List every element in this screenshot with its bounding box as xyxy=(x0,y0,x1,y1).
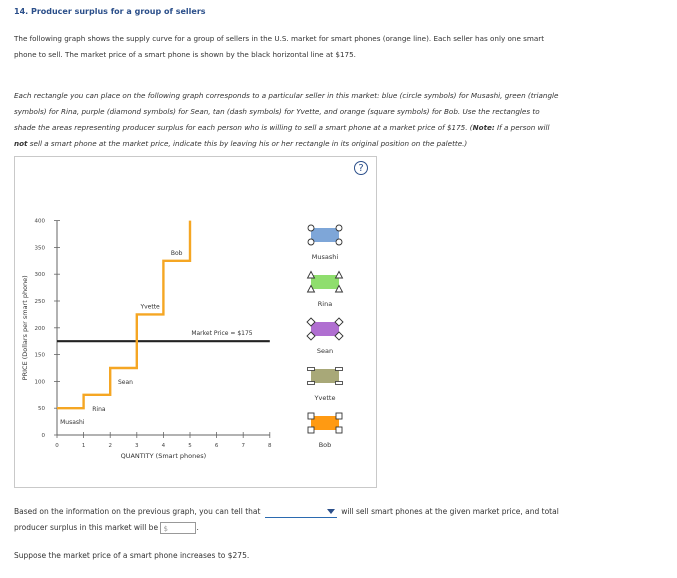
x-tick-label: 8 xyxy=(268,443,272,449)
instr-not: not xyxy=(14,139,28,148)
circle-icon xyxy=(307,224,315,232)
x-tick-label: 2 xyxy=(108,443,112,449)
producer-surplus-input[interactable]: $ xyxy=(160,522,197,534)
dash-icon xyxy=(335,381,343,385)
curve-label-sean: Sean xyxy=(118,379,133,386)
question-title: 14. Producer surplus for a group of sell… xyxy=(14,7,206,16)
diamond-icon xyxy=(334,317,344,327)
triangle-icon xyxy=(334,284,344,293)
diamond-icon xyxy=(306,331,316,341)
x-tick-label: 3 xyxy=(135,443,139,449)
curve-label-yvette: Yvette xyxy=(139,303,160,310)
x-axis-label: QUANTITY (Smart phones) xyxy=(121,452,207,460)
instr-line-2: symbols) for Rina, purple (diamond symbo… xyxy=(14,107,540,116)
sellers-dropdown[interactable] xyxy=(264,507,337,518)
instructions-paragraph: Each rectangle you can place on the foll… xyxy=(14,88,654,152)
palette-label-rina: Rina xyxy=(318,300,332,308)
palette-label-musashi: Musashi xyxy=(312,253,339,261)
y-tick-label: 0 xyxy=(42,433,46,439)
followup-text-d: . xyxy=(196,523,199,532)
palette-rect-rina xyxy=(311,275,339,289)
y-axis-label: PRICE (Dollars per smart phone) xyxy=(21,275,29,380)
palette-item-sean[interactable]: Sean xyxy=(306,317,344,355)
y-tick-label: 200 xyxy=(35,326,46,332)
supply-chart: 0 50 100 150 200 250 300 350 400 0 1 2 3 4 5 6 7 8 QUANTIT… xyxy=(21,219,344,460)
intro-line-2: phone to sell. The market price of a sma… xyxy=(14,50,356,59)
palette-item-musashi[interactable]: Musashi xyxy=(307,224,343,261)
palette-label-bob: Bob xyxy=(319,441,332,449)
intro-paragraph: The following graph shows the supply cur… xyxy=(14,31,654,63)
palette-rect-sean xyxy=(311,322,339,336)
y-tick-label: 50 xyxy=(38,406,45,412)
triangle-icon xyxy=(306,284,316,293)
circle-icon xyxy=(307,238,315,246)
y-tick-label: 350 xyxy=(35,245,46,251)
followup-text-c: producer surplus in this market will be xyxy=(14,523,159,532)
instr-line-3a: shade the areas representing producer su… xyxy=(14,123,473,132)
supply-curve xyxy=(57,220,192,410)
x-tick-label: 6 xyxy=(215,443,219,449)
palette-item-bob[interactable]: Bob xyxy=(307,412,343,449)
y-tick-label: 100 xyxy=(35,379,46,385)
circle-icon xyxy=(335,238,343,246)
palette-label-sean: Sean xyxy=(317,347,333,355)
palette-item-rina[interactable]: Rina xyxy=(306,270,344,309)
x-tick-label: 5 xyxy=(188,443,192,449)
market-price-label: Market Price = $175 xyxy=(191,330,252,337)
square-icon xyxy=(307,426,315,434)
followup-text-a: Based on the information on the previous… xyxy=(14,507,261,516)
followup-question: Based on the information on the previous… xyxy=(14,504,559,536)
instr-line-4: not sell a smart phone at the market pri… xyxy=(14,136,654,152)
y-tick-label: 250 xyxy=(35,299,46,305)
price-increase-text: Suppose the market price of a smart phon… xyxy=(14,551,250,560)
diamond-icon xyxy=(334,331,344,341)
instr-line-4-text: sell a smart phone at the market price, … xyxy=(27,139,468,148)
x-tick-label: 7 xyxy=(241,443,245,449)
y-tick-label: 400 xyxy=(35,219,46,225)
instr-line-3: shade the areas representing producer su… xyxy=(14,120,654,136)
square-icon xyxy=(307,412,315,420)
diamond-icon xyxy=(306,317,316,327)
x-tick-label: 0 xyxy=(55,443,59,449)
x-tick-label: 1 xyxy=(82,443,86,449)
dash-icon xyxy=(307,367,315,371)
palette-rect-musashi xyxy=(311,228,339,242)
dash-icon xyxy=(307,381,315,385)
chevron-down-icon xyxy=(326,508,335,514)
instr-line-3b: If a person will xyxy=(494,123,550,132)
curve-label-bob: Bob xyxy=(171,250,183,257)
x-tick-label: 4 xyxy=(162,443,166,449)
instr-note: Note: xyxy=(472,123,495,132)
followup-text-b: will sell smart phones at the given mark… xyxy=(341,507,559,516)
y-tick-label: 300 xyxy=(35,272,46,278)
triangle-icon xyxy=(306,270,316,279)
triangle-icon xyxy=(334,270,344,279)
square-icon xyxy=(335,412,343,420)
seller-palette: Musashi Rina Sean Yvette Bob xyxy=(306,224,344,449)
intro-line-1: The following graph shows the supply cur… xyxy=(14,34,545,43)
palette-rect-yvette xyxy=(311,369,339,383)
circle-icon xyxy=(335,224,343,232)
curve-label-musashi: Musashi xyxy=(60,419,85,426)
chart-axes: 0 50 100 150 200 250 300 350 400 0 1 2 3 4 5 6 7 8 QUANTIT… xyxy=(21,219,272,460)
palette-label-yvette: Yvette xyxy=(314,394,336,402)
instr-line-1: Each rectangle you can place on the foll… xyxy=(14,91,559,100)
y-tick-label: 150 xyxy=(35,353,46,359)
help-icon[interactable]: ? xyxy=(354,161,368,175)
dash-icon xyxy=(335,367,343,371)
square-icon xyxy=(335,426,343,434)
palette-rect-bob xyxy=(311,416,339,430)
curve-label-rina: Rina xyxy=(92,406,106,413)
palette-item-yvette[interactable]: Yvette xyxy=(307,367,343,403)
chart-marks: Market Price = $175 Musashi Rina Sean Yvette… xyxy=(57,220,270,426)
graph-panel: 0 50 100 150 200 250 300 350 400 0 1 2 3 4 5 6 7 8 QUANTIT… xyxy=(14,156,377,488)
